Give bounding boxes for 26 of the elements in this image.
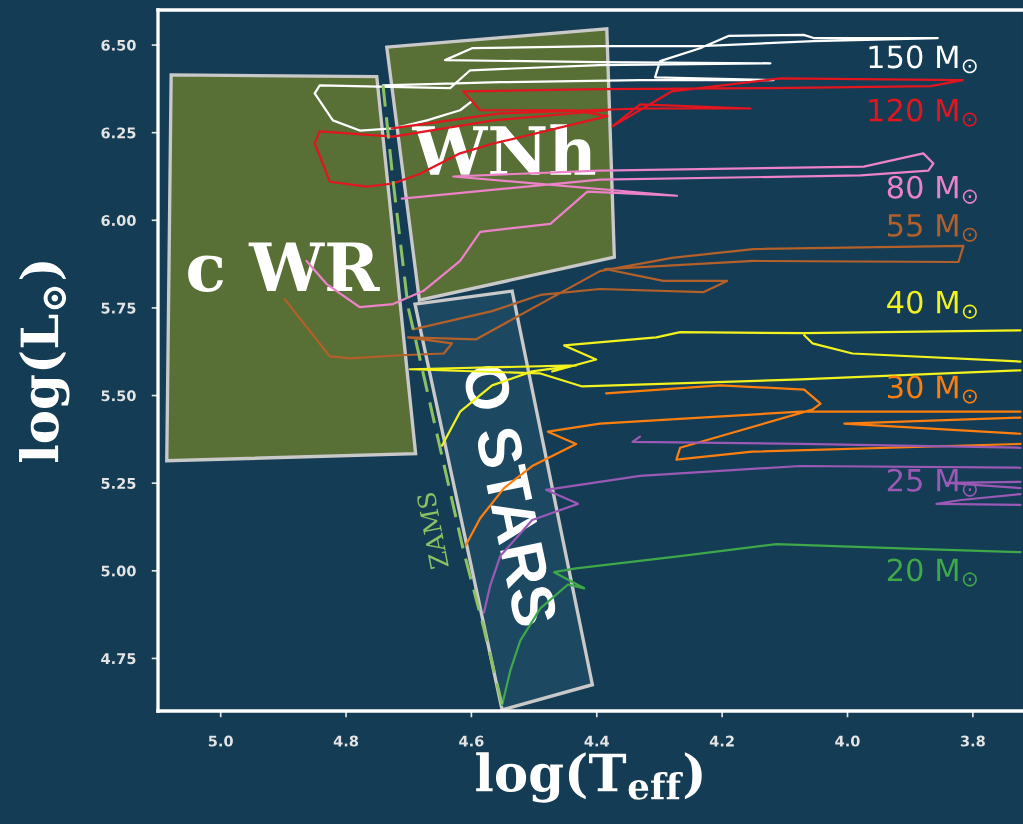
x-tick-label: 4.6 (459, 735, 484, 747)
series-label: 40 M$_{⊙}$ (887, 290, 977, 319)
x-tick-label: 5.0 (208, 735, 233, 747)
x-tick-label: 4.4 (584, 735, 610, 747)
x-axis-title: log(T$_{eff}$) (476, 752, 702, 803)
y-tick-label: 5.75 (101, 302, 136, 314)
series-label: 55 M$_{⊙}$ (888, 214, 977, 242)
series-label: 80 M$_{⊙}$ (887, 175, 977, 204)
series-label: 20 M$_{⊙}$ (887, 558, 977, 587)
y-tick-label: 6.00 (101, 215, 136, 227)
series-label: 30 M$_{⊙}$ (887, 375, 977, 404)
y-axis-title: log(L$_{⊙}$) (19, 262, 70, 463)
y-tick-label: 5.25 (101, 477, 136, 489)
series-label: 120 M$_{⊙}$ (869, 98, 977, 127)
x-tick-label: 4.2 (709, 735, 734, 747)
series-label: 150 M$_{⊙}$ (869, 45, 977, 74)
y-tick-label: 6.50 (101, 39, 136, 51)
y-tick-label: 5.00 (101, 565, 136, 577)
y-tick-label: 4.75 (101, 653, 136, 665)
y-tick-label: 6.25 (101, 127, 136, 139)
x-tick-label: 3.8 (960, 735, 985, 747)
series-label: c WR (188, 242, 380, 292)
x-tick-label: 4.8 (333, 735, 359, 747)
text: ZAMS (416, 492, 450, 570)
x-tick-label: 4.0 (835, 735, 860, 747)
y-tick-label: 5.50 (101, 390, 136, 402)
